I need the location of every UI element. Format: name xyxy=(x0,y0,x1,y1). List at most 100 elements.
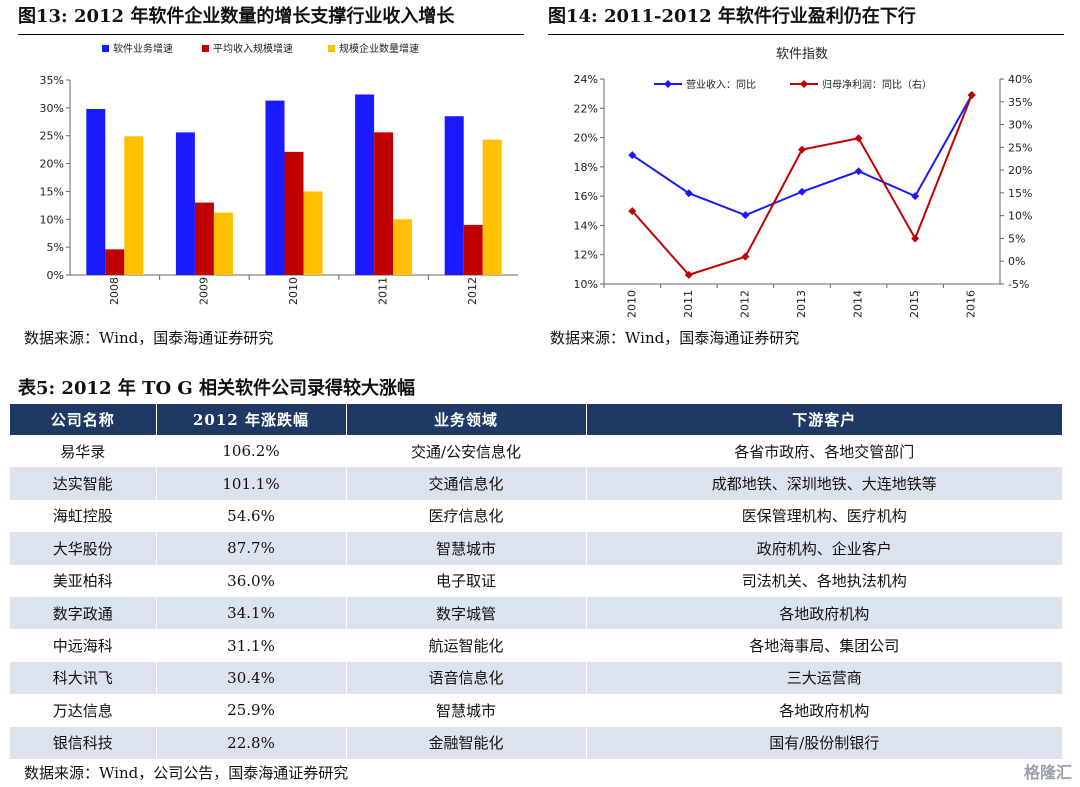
y-tick-label-right: 10% xyxy=(1008,210,1032,223)
cell-company: 科大讯飞 xyxy=(10,661,157,695)
cell-customers: 各省市政府、各地交管部门 xyxy=(586,435,1062,468)
bar xyxy=(124,136,144,275)
legend-label: 平均收入规模增速 xyxy=(213,42,293,55)
table-row: 海虹控股 54.6% 医疗信息化 医保管理机构、医疗机构 xyxy=(10,499,1062,533)
table-row: 科大讯飞 30.4% 语音信息化 三大运营商 xyxy=(10,661,1062,695)
cell-company: 银信科技 xyxy=(10,726,157,759)
y-tick-label-right: 35% xyxy=(1008,96,1032,109)
y-tick-label-right: 5% xyxy=(1008,232,1025,245)
cell-change: 106.2% xyxy=(156,435,347,468)
bar xyxy=(355,94,375,275)
data-point xyxy=(628,151,637,160)
figure13-title: 图13: 2012 年软件企业数量的增长支撑行业收入增长 xyxy=(18,6,455,27)
cell-company: 万达信息 xyxy=(10,694,157,727)
y-tick-label: 35% xyxy=(40,74,64,87)
y-tick-label-left: 24% xyxy=(574,73,598,86)
data-point xyxy=(967,90,976,99)
x-tick-label: 2015 xyxy=(908,290,921,318)
cell-business: 电子取证 xyxy=(346,564,587,597)
y-tick-label: 30% xyxy=(40,102,64,115)
x-tick-label: 2010 xyxy=(625,290,638,318)
header-change: 2012 年涨跌幅 xyxy=(156,404,347,435)
cell-customers: 政府机构、企业客户 xyxy=(586,532,1062,565)
cell-customers: 各地政府机构 xyxy=(586,694,1062,727)
y-tick-label-left: 10% xyxy=(574,278,598,291)
cell-customers: 司法机关、各地执法机构 xyxy=(586,564,1062,597)
cell-company: 数字政通 xyxy=(10,596,157,630)
data-point xyxy=(684,270,693,279)
table5-title: 表5: 2012 年 TO G 相关软件公司录得较大涨幅 xyxy=(18,378,416,399)
y-tick-label: 20% xyxy=(40,158,64,171)
cell-change: 22.8% xyxy=(156,726,347,759)
bar xyxy=(284,151,304,275)
legend-label: 归母净利润：同比（右） xyxy=(822,78,932,91)
y-tick-label-left: 14% xyxy=(574,219,598,232)
bar xyxy=(444,116,464,275)
header-customers: 下游客户 xyxy=(586,404,1062,435)
data-point xyxy=(741,252,750,261)
x-tick-label: 2011 xyxy=(377,277,390,305)
y-tick-label: 10% xyxy=(40,213,64,226)
figure14-title-rule xyxy=(548,34,1064,35)
cell-business: 智慧城市 xyxy=(346,532,587,565)
y-tick-label: 5% xyxy=(47,241,64,254)
y-tick-label: 0% xyxy=(47,269,64,282)
x-tick-label: 2009 xyxy=(197,277,210,305)
table-row: 大华股份 87.7% 智慧城市 政府机构、企业客户 xyxy=(10,532,1062,565)
table-row: 美亚柏科 36.0% 电子取证 司法机关、各地执法机构 xyxy=(10,564,1062,597)
table-row: 易华录 106.2% 交通/公安信息化 各省市政府、各地交管部门 xyxy=(10,435,1062,468)
bar xyxy=(194,202,214,275)
table-row: 中远海科 31.1% 航运智能化 各地海事局、集团公司 xyxy=(10,629,1062,662)
figure14-source: 数据来源：Wind，国泰海通证券研究 xyxy=(550,329,800,347)
data-point xyxy=(684,189,693,198)
data-point xyxy=(798,187,806,196)
watermark-logo: 格隆汇 xyxy=(1023,763,1072,782)
table5-source: 数据来源：Wind，公司公告，国泰海通证券研究 xyxy=(24,764,349,782)
legend-marker xyxy=(664,80,672,88)
data-point xyxy=(628,207,637,216)
bar xyxy=(463,224,483,275)
cell-business: 交通信息化 xyxy=(346,467,587,500)
cell-business: 医疗信息化 xyxy=(346,499,587,533)
table-header-row: 公司名称 2012 年涨跌幅 业务领域 下游客户 xyxy=(10,404,1062,435)
data-table: 公司名称 2012 年涨跌幅 业务领域 下游客户 易华录 106.2% 交通/公安信… xyxy=(10,404,1062,759)
table-row: 万达信息 25.9% 智慧城市 各地政府机构 xyxy=(10,694,1062,727)
y-tick-label-left: 20% xyxy=(574,132,598,145)
figure14-title: 图14: 2011-2012 年软件行业盈利仍在下行 xyxy=(548,6,916,27)
y-tick-label-right: 25% xyxy=(1008,141,1032,154)
cell-customers: 各地海事局、集团公司 xyxy=(586,629,1062,662)
legend-marker xyxy=(800,80,808,88)
cell-business: 交通/公安信息化 xyxy=(346,435,587,468)
cell-business: 航运智能化 xyxy=(346,629,587,662)
y-tick-label-right: 0% xyxy=(1008,255,1025,268)
y-tick-label-right: 20% xyxy=(1008,164,1032,177)
legend-label: 软件业务增速 xyxy=(113,42,173,55)
legend-label: 规模企业数量增速 xyxy=(339,42,419,55)
bar xyxy=(213,212,233,275)
series-line xyxy=(631,94,973,217)
line-chart: 软件指数 10% 12% 14% 16% 18% 20% 22% 24% -5% 0% 5% 10% 15… xyxy=(574,47,1033,318)
chart-title: 软件指数 xyxy=(776,47,828,62)
header-company: 公司名称 xyxy=(10,404,157,435)
data-point xyxy=(911,234,920,243)
cell-customers: 各地政府机构 xyxy=(586,596,1062,630)
header-business: 业务领域 xyxy=(346,404,587,435)
bar xyxy=(265,100,285,275)
cell-change: 36.0% xyxy=(156,564,347,597)
cell-change: 87.7% xyxy=(156,532,347,565)
table-row: 达实智能 101.1% 交通信息化 成都地铁、深圳地铁、大连地铁等 xyxy=(10,467,1062,500)
bar xyxy=(86,108,106,275)
x-tick-label: 2013 xyxy=(795,290,808,318)
cell-business: 语音信息化 xyxy=(346,661,587,695)
cell-change: 25.9% xyxy=(156,694,347,727)
x-tick-label: 2014 xyxy=(852,290,865,318)
data-point xyxy=(741,211,750,220)
cell-change: 31.1% xyxy=(156,629,347,662)
data-point xyxy=(854,134,863,143)
cell-company: 易华录 xyxy=(10,435,157,468)
y-tick-label: 15% xyxy=(40,185,64,198)
data-point xyxy=(798,145,806,154)
x-tick-label: 2012 xyxy=(466,277,479,305)
cell-customers: 国有/股份制银行 xyxy=(586,726,1062,759)
legend-swatch xyxy=(328,45,335,52)
